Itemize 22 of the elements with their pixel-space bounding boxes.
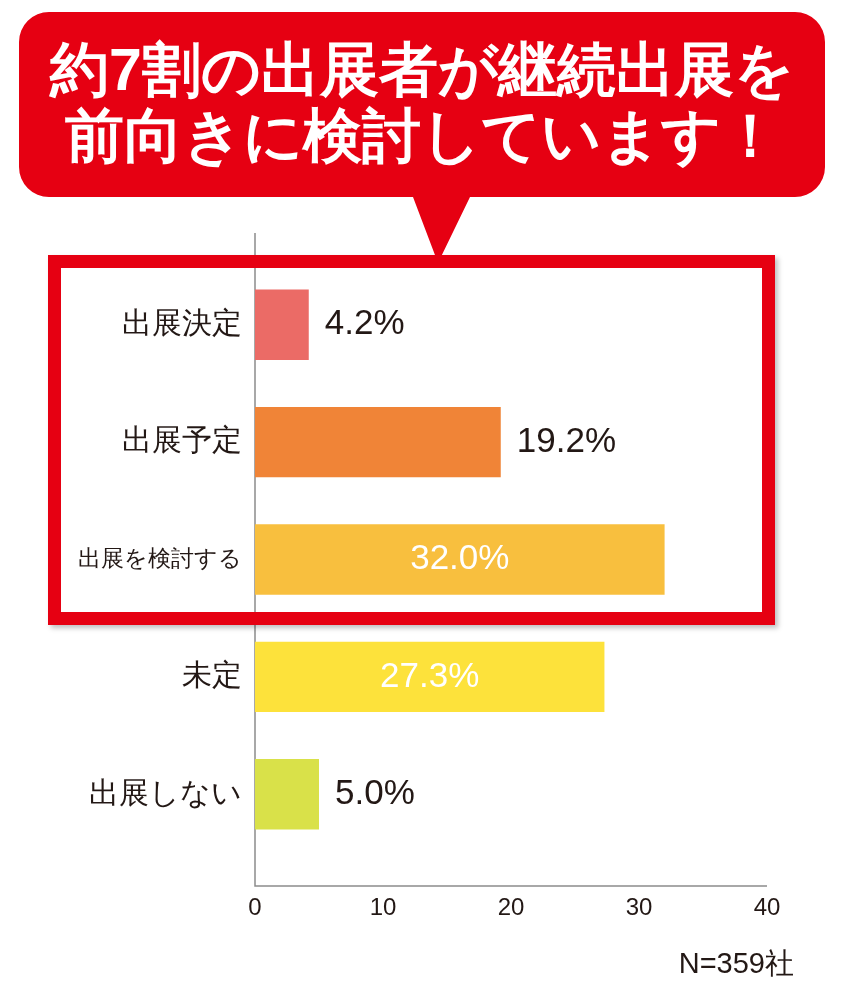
- bar: [255, 289, 309, 360]
- y-tick-label: 出展決定: [122, 305, 242, 339]
- y-tick-label: 出展を検討する: [78, 544, 242, 571]
- data-label: 27.3%: [380, 654, 480, 694]
- x-tick-label: 40: [753, 893, 781, 921]
- data-label: 5.0%: [335, 771, 415, 811]
- x-tick-label: 30: [625, 893, 653, 921]
- x-tick-label: 0: [248, 893, 262, 921]
- data-label: 19.2%: [516, 419, 617, 459]
- y-tick-label: 出展しない: [89, 775, 242, 809]
- y-tick-label: 未定: [182, 658, 242, 692]
- chart-title: 約7割の出展者が継続出展を前向きに検討しています！: [48, 37, 795, 169]
- y-tick-label: 出展予定: [122, 423, 242, 457]
- text: N=359社: [678, 946, 794, 981]
- x-tick-label: 10: [369, 893, 397, 921]
- bar: [255, 641, 605, 713]
- bar: [255, 759, 319, 830]
- bar: [255, 406, 501, 478]
- data-label: 32.0%: [410, 537, 510, 577]
- data-label: 4.2%: [324, 302, 405, 342]
- x-tick-label: 20: [497, 893, 525, 921]
- bar: [255, 524, 665, 595]
